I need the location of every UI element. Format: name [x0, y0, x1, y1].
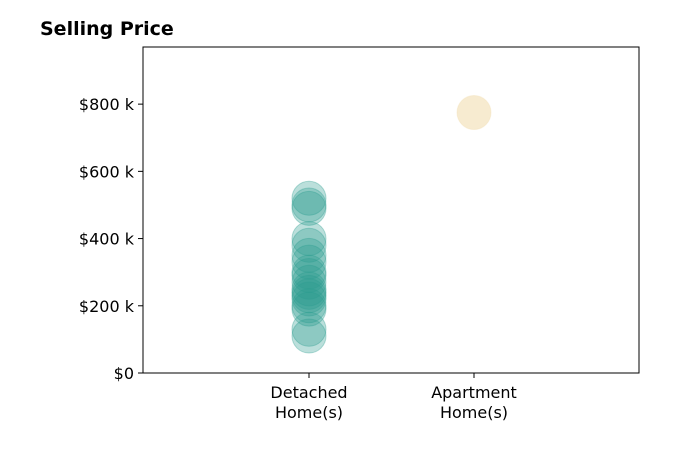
scatter-point [291, 187, 327, 223]
scatter-point [291, 190, 327, 226]
scatter-point [456, 95, 492, 131]
scatter-point [291, 311, 327, 347]
scatter-point [291, 274, 327, 310]
y-tick-label: $0 [114, 364, 134, 383]
scatter-point [291, 221, 327, 257]
y-axis: $0 $200 k $400 k $600 k $800 k [79, 95, 143, 383]
scatter-point [291, 318, 327, 354]
scatter-points [291, 95, 492, 354]
scatter-point [291, 291, 327, 327]
scatter-point [291, 264, 327, 300]
y-tick-label: $400 k [79, 230, 135, 249]
scatter-point [291, 271, 327, 307]
x-tick-label: Detached Home(s) [270, 383, 347, 422]
scatter-point [291, 281, 327, 317]
scatter-point [291, 288, 327, 324]
x-tick-label: Apartment Home(s) [431, 383, 517, 422]
plot-area [142, 46, 640, 374]
scatter-point [291, 278, 327, 314]
y-tick-label: $800 k [79, 95, 135, 114]
scatter-point [291, 180, 327, 216]
chart-title: Selling Price [40, 18, 174, 40]
scatter-point [291, 258, 327, 294]
scatter-point [291, 227, 327, 263]
y-tick-label: $600 k [79, 162, 135, 181]
y-tick-label: $200 k [79, 297, 135, 316]
scatter-point [291, 237, 327, 273]
scatter-point [291, 254, 327, 290]
scatter-point [291, 244, 327, 280]
x-axis: Detached Home(s) Apartment Home(s) [270, 373, 517, 422]
